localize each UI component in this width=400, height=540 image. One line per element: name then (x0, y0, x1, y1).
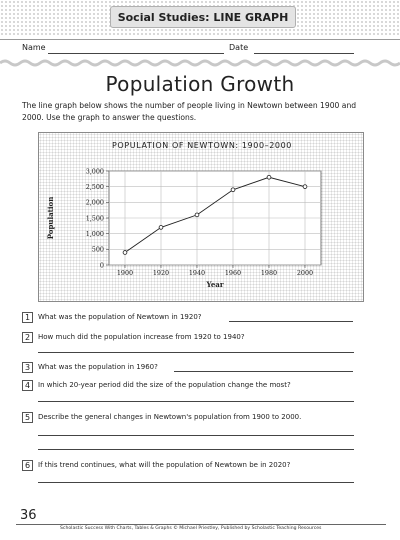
date-field[interactable] (254, 53, 354, 54)
answer-line[interactable] (38, 352, 354, 353)
question-text: How much did the population increase fro… (38, 333, 245, 341)
intro-text: The line graph below shows the number of… (22, 101, 357, 122)
footer-credit: Scholastic Success With Charts, Tables &… (60, 526, 322, 531)
y-tick-label: 1,000 (86, 230, 104, 238)
y-tick-label: 3,000 (86, 167, 104, 175)
footer-rule (16, 524, 386, 525)
wavy-divider (0, 59, 400, 67)
data-point (158, 225, 164, 230)
data-point (122, 250, 128, 255)
question-text: In which 20-year period did the size of … (38, 381, 291, 389)
data-point (266, 174, 272, 180)
x-tick-label: 1920 (153, 269, 169, 277)
question-number: 3 (22, 362, 33, 373)
y-tick-label: 0 (100, 261, 104, 269)
y-tick-label: 1,500 (86, 214, 104, 222)
y-tick-label: 2,000 (86, 199, 104, 207)
banner-title: Social Studies: LINE GRAPH (110, 6, 296, 28)
name-field[interactable] (48, 53, 224, 54)
answer-line[interactable] (229, 321, 353, 322)
question-number: 5 (22, 412, 33, 423)
name-date-row: Name Date (22, 43, 357, 57)
question-number: 2 (22, 332, 33, 343)
answer-line[interactable] (174, 371, 353, 372)
answer-line[interactable] (38, 449, 354, 450)
y-tick-label: 500 (92, 246, 104, 254)
answer-line[interactable] (38, 401, 354, 402)
question-number: 6 (22, 460, 33, 471)
name-label: Name (22, 43, 46, 52)
question-number: 1 (22, 312, 33, 323)
x-tick-label: 1900 (117, 269, 133, 277)
y-tick-label: 2,500 (86, 183, 104, 191)
line-chart: 0 500 1,000 1,500 2,000 2,500 3,000 1900 1920 194… (46, 167, 322, 289)
chart-frame: POPULATION OF NEWTOWN: 1900–2000 0 500 1,0… (38, 132, 364, 302)
page-number: 36 (20, 508, 37, 523)
series-line (124, 176, 306, 253)
question-number: 4 (22, 380, 33, 391)
y-axis-label: Population (46, 197, 55, 240)
data-point (230, 187, 236, 193)
banner-edge (0, 34, 400, 40)
header-banner: Social Studies: LINE GRAPH (0, 0, 400, 40)
x-tick-label: 1940 (189, 269, 205, 277)
page-title: Population Growth (105, 72, 295, 96)
x-axis-label: Year (205, 280, 223, 289)
chart-title: POPULATION OF NEWTOWN: 1900–2000 (112, 141, 292, 150)
data-point (194, 212, 200, 218)
answer-line[interactable] (38, 435, 354, 436)
question-text: What was the population in 1960? (38, 363, 158, 371)
x-tick-label: 1960 (225, 269, 241, 277)
date-label: Date (229, 43, 249, 52)
question-text: Describe the general changes in Newtown'… (38, 413, 302, 421)
data-point (302, 184, 308, 189)
x-tick-label: 2000 (297, 269, 313, 277)
question-text: If this trend continues, what will the p… (38, 461, 291, 469)
answer-line[interactable] (38, 482, 354, 483)
x-tick-label: 1980 (261, 269, 277, 277)
question-text: What was the population of Newtown in 19… (38, 313, 202, 321)
